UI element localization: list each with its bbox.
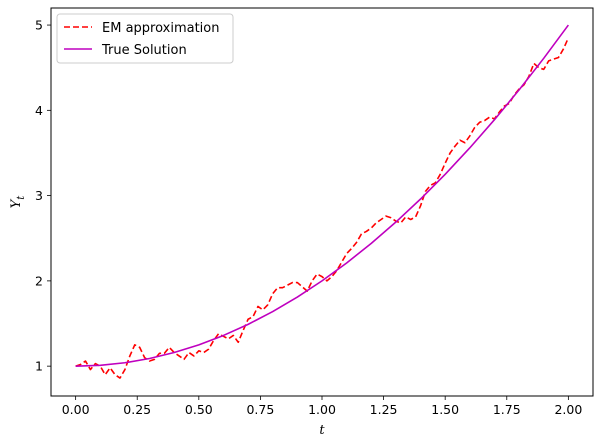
x-tick-label: 1.00 bbox=[308, 402, 336, 417]
x-tick-label: 0.25 bbox=[123, 402, 151, 417]
series-layer bbox=[75, 24, 570, 379]
series-line-em-approximation bbox=[75, 37, 570, 379]
y-tick-label: 5 bbox=[35, 18, 43, 33]
y-axis-ticks: 1 2 3 4 5 bbox=[35, 18, 51, 374]
x-tick-label: 0.75 bbox=[246, 402, 274, 417]
y-axis-label-main: Y bbox=[9, 198, 24, 208]
legend-label-true: True Solution bbox=[101, 43, 187, 58]
x-tick-label: 1.75 bbox=[493, 402, 521, 417]
series-line-true-solution bbox=[75, 24, 570, 367]
y-tick-label: 1 bbox=[35, 359, 43, 374]
y-tick-label: 2 bbox=[35, 273, 43, 288]
y-axis-label: Yt bbox=[9, 195, 27, 209]
legend: EM approximation True Solution bbox=[56, 13, 234, 64]
x-tick-label: 1.25 bbox=[370, 402, 398, 417]
legend-label-em: EM approximation bbox=[102, 21, 219, 36]
legend-box bbox=[56, 13, 234, 64]
plot-background bbox=[51, 8, 593, 396]
x-tick-label: 1.50 bbox=[431, 402, 459, 417]
y-tick-label: 3 bbox=[35, 188, 43, 203]
x-tick-label: 2.00 bbox=[554, 402, 582, 417]
x-axis-label: t bbox=[319, 423, 325, 438]
y-axis-label-subscript: t bbox=[16, 195, 27, 200]
x-tick-label: 0.00 bbox=[62, 402, 90, 417]
x-tick-label: 0.50 bbox=[185, 402, 213, 417]
x-axis-ticks: 0.00 0.25 0.50 0.75 1.00 1.25 1.50 1.75 2.00 bbox=[62, 396, 582, 417]
y-tick-label: 4 bbox=[35, 103, 43, 118]
